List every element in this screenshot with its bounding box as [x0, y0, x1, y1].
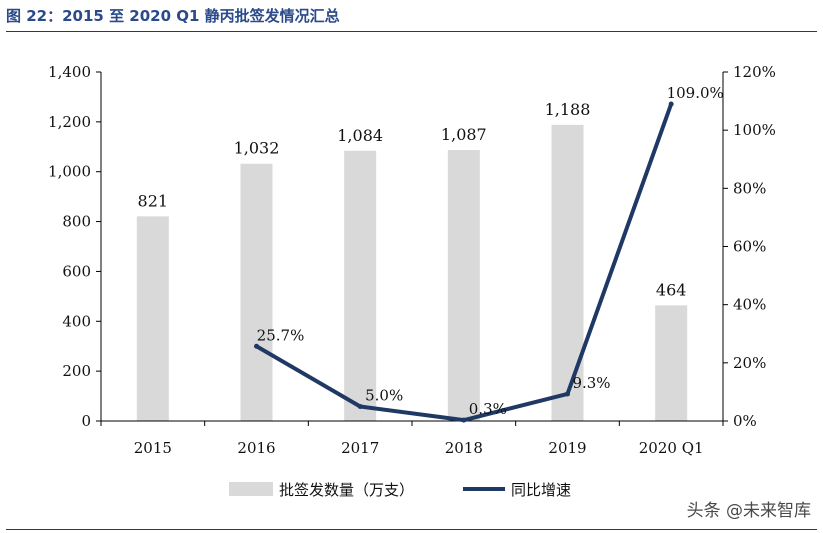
- bar-value-label: 1,188: [545, 100, 591, 119]
- bar: [240, 163, 273, 422]
- y-right-tick-label: 0%: [733, 412, 757, 430]
- line-point: [565, 391, 570, 397]
- x-tick-label: 2015: [134, 439, 172, 457]
- bar-value-label: 1,032: [234, 139, 280, 158]
- y-right-tick-label: 80%: [733, 179, 766, 197]
- line-value-label: 9.3%: [572, 374, 610, 392]
- bar: [447, 150, 480, 421]
- y-right-tick-label: 20%: [733, 354, 766, 372]
- y-left-tick-label: 1,200: [48, 113, 91, 131]
- line-point: [461, 417, 467, 423]
- bar-value-label: 1,084: [337, 126, 383, 145]
- x-tick-label: 2020 Q1: [639, 439, 704, 457]
- y-left-tick-label: 400: [62, 312, 91, 330]
- bottom-divider: [6, 529, 817, 530]
- x-tick-label: 2016: [237, 439, 275, 457]
- line-value-label: 25.7%: [257, 326, 305, 344]
- legend-line-label: 同比增速: [511, 481, 571, 499]
- line-point: [357, 403, 363, 409]
- y-right-tick-label: 100%: [733, 121, 776, 139]
- y-left-tick-label: 1,000: [48, 163, 91, 181]
- y-left-tick-label: 800: [62, 213, 91, 231]
- bar: [344, 150, 377, 421]
- x-tick-label: 2019: [548, 439, 586, 457]
- bar-value-label: 1,087: [441, 125, 487, 144]
- y-right-tick-label: 40%: [733, 296, 766, 314]
- y-left-tick-label: 1,400: [48, 63, 91, 81]
- watermark: 头条 @未来智库: [686, 501, 811, 521]
- line-point: [668, 101, 674, 107]
- bar: [551, 124, 584, 421]
- y-right-tick-label: 120%: [733, 63, 776, 81]
- bar: [655, 305, 688, 421]
- figure-caption: 图 22：2015 至 2020 Q1 静丙批签发情况汇总: [6, 7, 340, 25]
- y-left-tick-label: 200: [62, 362, 91, 380]
- x-tick-label: 2017: [341, 439, 379, 457]
- legend-bar-label: 批签发数量（万支）: [279, 481, 414, 499]
- x-tick-label: 2018: [445, 439, 483, 457]
- caption-divider: [6, 31, 817, 32]
- bar-value-label: 464: [656, 280, 687, 299]
- y-left-tick-label: 0: [81, 412, 91, 430]
- bar-value-label: 821: [138, 191, 169, 210]
- line-value-label: 0.3%: [469, 400, 507, 418]
- y-right-tick-label: 60%: [733, 238, 766, 256]
- y-left-tick-label: 600: [62, 262, 91, 280]
- legend-bar-swatch: [229, 482, 273, 496]
- line-value-label: 5.0%: [365, 386, 403, 404]
- line-point: [254, 343, 259, 349]
- bar: [136, 216, 169, 421]
- line-value-label: 109.0%: [667, 84, 724, 102]
